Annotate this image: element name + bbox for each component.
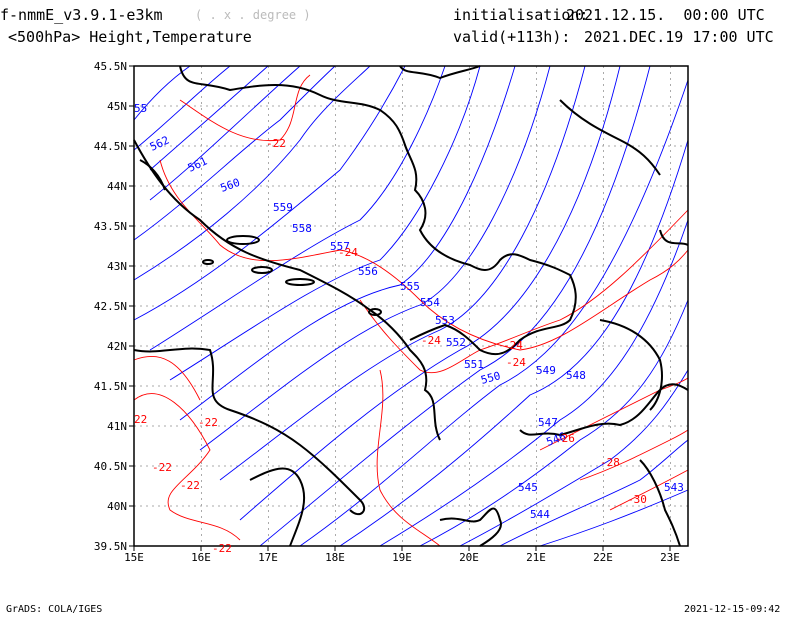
temp-label: -30 bbox=[627, 493, 647, 506]
lat-tick-label: 40N bbox=[107, 500, 127, 513]
height-label: 55 bbox=[134, 102, 147, 115]
temp-label: -24 bbox=[338, 246, 358, 259]
lat-tick-label: 41N bbox=[107, 420, 127, 433]
height-label: 555 bbox=[400, 280, 420, 293]
lon-tick-label: 16E bbox=[191, 551, 211, 564]
height-labels: 562 561 560 559 558 557 556 555 554 553 … bbox=[134, 102, 684, 521]
lat-tick-label: 45.5N bbox=[94, 60, 127, 73]
lat-tick-labels: 39.5N 40N 40.5N 41N 41.5N 42N 42.5N 43N … bbox=[94, 60, 127, 553]
height-contours bbox=[133, 65, 689, 547]
lat-tick-label: 40.5N bbox=[94, 460, 127, 473]
height-label: 553 bbox=[435, 314, 455, 327]
height-label: 543 bbox=[664, 481, 684, 494]
footer-credit: GrADS: COLA/IGES bbox=[6, 604, 103, 615]
model-title: f-nmmE_v3.9.1-e3km bbox=[0, 6, 163, 24]
islands bbox=[139, 159, 382, 316]
lon-tick-label: 18E bbox=[325, 551, 345, 564]
height-label: 550 bbox=[479, 369, 502, 387]
height-label: 551 bbox=[464, 358, 484, 371]
lon-tick-labels: 15E 16E 17E 18E 19E 20E 21E 22E 23E bbox=[124, 551, 680, 564]
valid-value: 2021.DEC.19 17:00 UTC bbox=[584, 28, 774, 46]
temp-label: -24 bbox=[503, 339, 523, 352]
lat-tick-label: 44N bbox=[107, 180, 127, 193]
temperature-labels: -22 -22 -22 -22 -22 -24 -24 -24 -24 -26 … bbox=[134, 137, 647, 555]
temp-label: -28 bbox=[600, 456, 620, 469]
height-label: 547 bbox=[538, 416, 558, 429]
height-label: 557 bbox=[330, 240, 350, 253]
footer-timestamp: 2021-12-15-09:42 bbox=[684, 604, 781, 615]
graticule bbox=[134, 66, 688, 546]
init-value: 2021.12.15. 00:00 UTC bbox=[566, 6, 765, 24]
lat-tick-label: 42.5N bbox=[94, 300, 127, 313]
height-label: 549 bbox=[536, 364, 556, 377]
field-title: <500hPa> Height,Temperature bbox=[8, 28, 252, 46]
height-label: 561 bbox=[186, 155, 210, 175]
lat-tick-label: 43N bbox=[107, 260, 127, 273]
lat-tick-label: 45N bbox=[107, 100, 127, 113]
temp-label: 22 bbox=[134, 413, 147, 426]
lat-tick-label: 39.5N bbox=[94, 540, 127, 553]
init-label: initialisation: bbox=[453, 6, 589, 24]
temp-label: -22 bbox=[152, 461, 172, 474]
tick-marks bbox=[129, 65, 671, 551]
projection-note: ( . x . degree ) bbox=[195, 8, 311, 22]
temp-label: -24 bbox=[421, 334, 441, 347]
lon-tick-label: 17E bbox=[258, 551, 278, 564]
lat-tick-label: 43.5N bbox=[94, 220, 127, 233]
height-label: 544 bbox=[530, 508, 550, 521]
height-label: 546 bbox=[545, 430, 568, 449]
valid-label: valid(+113h): bbox=[453, 28, 571, 46]
height-label: 560 bbox=[219, 176, 242, 195]
temp-label: -22 bbox=[212, 542, 232, 555]
height-label: 554 bbox=[420, 296, 440, 309]
height-label: 548 bbox=[566, 369, 586, 382]
height-label: 552 bbox=[446, 336, 466, 349]
lat-tick-label: 42N bbox=[107, 340, 127, 353]
height-label: 562 bbox=[148, 134, 172, 154]
lon-tick-label: 15E bbox=[124, 551, 144, 564]
lon-tick-label: 22E bbox=[593, 551, 613, 564]
temp-label: -24 bbox=[506, 356, 526, 369]
lat-tick-label: 41.5N bbox=[94, 380, 127, 393]
height-label: 545 bbox=[518, 481, 538, 494]
lon-tick-label: 19E bbox=[392, 551, 412, 564]
temp-label: -26 bbox=[555, 432, 575, 445]
height-label: 559 bbox=[273, 201, 293, 214]
coastlines-borders bbox=[133, 65, 689, 547]
temp-label: -22 bbox=[266, 137, 286, 150]
temperature-contours bbox=[133, 74, 689, 547]
lon-tick-label: 23E bbox=[660, 551, 680, 564]
height-label: 558 bbox=[292, 222, 312, 235]
lon-tick-label: 21E bbox=[526, 551, 546, 564]
temp-label: -22 bbox=[198, 416, 218, 429]
lon-tick-label: 20E bbox=[459, 551, 479, 564]
temp-label: -22 bbox=[180, 479, 200, 492]
height-label: 556 bbox=[358, 265, 378, 278]
lat-tick-label: 44.5N bbox=[94, 140, 127, 153]
